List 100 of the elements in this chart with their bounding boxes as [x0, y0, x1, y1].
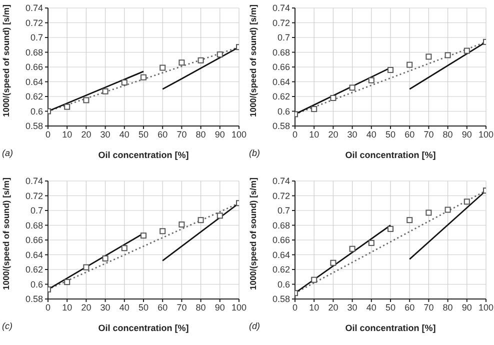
point — [388, 225, 394, 232]
x-tick-label: 30 — [347, 302, 358, 312]
point — [198, 216, 204, 223]
point — [368, 77, 374, 84]
point — [444, 52, 451, 58]
point — [426, 54, 432, 60]
x-axis-title: Oil concentration [%] — [345, 150, 436, 160]
x-tick-label: 80 — [196, 302, 206, 312]
x-tick-label: 90 — [462, 129, 472, 140]
y-tick-label: 0.58 — [272, 121, 290, 132]
x-tick-label: 60 — [158, 129, 168, 140]
x-tick-label: 70 — [176, 302, 187, 312]
y-tick-label: 0.66 — [25, 234, 43, 245]
point — [216, 212, 223, 218]
point — [216, 51, 223, 58]
point — [311, 106, 318, 112]
point — [464, 48, 470, 54]
x-tick-label: 30 — [100, 302, 110, 312]
y-tick-label: 0.62 — [25, 92, 43, 102]
x-tick-label: 80 — [196, 129, 206, 140]
y-tick-label: 0.64 — [272, 249, 290, 260]
x-tick-label: 80 — [442, 302, 453, 312]
x-tick-label: 70 — [424, 302, 434, 312]
x-tick-label: 0 — [292, 302, 298, 312]
y-tick-label: 0.7 — [30, 32, 43, 43]
x-tick-label: 0 — [292, 129, 298, 140]
x-tick-label: 10 — [309, 302, 320, 312]
x-tick-label: 60 — [404, 302, 415, 312]
x-tick-label: 0 — [45, 129, 51, 140]
point — [198, 57, 204, 64]
x-tick-label: 40 — [119, 302, 130, 312]
x-tick-label: 50 — [385, 302, 396, 312]
text: (d) — [249, 320, 260, 330]
x-tick-label: 70 — [176, 129, 187, 140]
point — [444, 206, 451, 212]
y-tick-label: 0.72 — [272, 18, 290, 28]
y-tick-label: 0.72 — [25, 190, 43, 200]
point — [406, 216, 413, 223]
y-tick-label: 0.7 — [277, 205, 290, 216]
point — [140, 232, 146, 238]
x-tick-label: 30 — [347, 129, 358, 140]
point — [368, 239, 374, 246]
text: (a) — [2, 148, 13, 158]
y-tick-label: 0.58 — [25, 294, 43, 304]
y-tick-label: 0.58 — [272, 294, 290, 304]
x-tick-label: 90 — [462, 302, 472, 312]
x-tick-label: 70 — [424, 129, 434, 140]
y-axis-title: 1000/(speed of sound) [s/m] — [1, 176, 12, 290]
y-tick-label: 0.62 — [272, 92, 290, 102]
x-tick-label: 40 — [119, 129, 130, 140]
y-tick-label: 0.6 — [30, 106, 43, 116]
point — [388, 66, 394, 73]
y-axis-title: 1000/(speed of sound) [s/m] — [1, 4, 12, 117]
x-tick-label: 50 — [138, 129, 149, 140]
y-tick-label: 0.74 — [272, 3, 290, 14]
x-tick-label: 50 — [385, 129, 396, 140]
x-tick-label: 10 — [62, 302, 72, 312]
point — [178, 221, 185, 228]
y-tick-label: 0.6 — [277, 106, 290, 116]
x-tick-label: 10 — [62, 129, 72, 140]
y-tick-label: 0.74 — [272, 176, 290, 186]
y-tick-label: 0.72 — [25, 18, 43, 28]
y-tick-label: 0.7 — [277, 32, 290, 43]
point — [311, 276, 318, 282]
point — [140, 74, 146, 80]
y-tick-label: 0.66 — [272, 234, 290, 245]
x-tick-label: 50 — [138, 302, 149, 312]
y-tick-label: 0.68 — [25, 220, 43, 230]
point — [102, 254, 108, 261]
y-tick-label: 0.6 — [30, 278, 43, 289]
y-tick-label: 0.58 — [25, 121, 43, 132]
point — [178, 60, 185, 66]
x-tick-label: 10 — [309, 129, 320, 140]
x-tick-label: 90 — [214, 302, 225, 312]
y-tick-label: 0.62 — [272, 264, 290, 274]
y-tick-label: 0.74 — [25, 3, 43, 14]
y-tick-label: 0.72 — [272, 190, 290, 200]
x-tick-label: 20 — [81, 129, 92, 140]
x-tick-label: 100 — [231, 302, 247, 312]
point — [64, 278, 70, 285]
y-tick-label: 0.64 — [25, 249, 43, 260]
point — [330, 94, 336, 101]
text: (c) — [2, 320, 12, 330]
x-tick-label: 80 — [442, 129, 453, 140]
point — [121, 244, 128, 251]
point — [64, 104, 70, 110]
y-tick-label: 0.6 — [277, 278, 290, 289]
text: (b) — [249, 148, 260, 158]
x-tick-label: 20 — [328, 302, 338, 312]
point — [121, 79, 128, 86]
x-tick-label: 60 — [404, 129, 415, 140]
x-tick-label: 90 — [214, 129, 225, 140]
y-tick-label: 0.62 — [25, 264, 43, 274]
y-tick-label: 0.66 — [272, 62, 290, 72]
x-tick-label: 40 — [366, 129, 376, 140]
point — [406, 62, 413, 68]
point — [83, 97, 90, 104]
x-tick-label: 100 — [478, 129, 494, 140]
y-tick-label: 0.74 — [25, 176, 43, 186]
point — [160, 228, 166, 234]
